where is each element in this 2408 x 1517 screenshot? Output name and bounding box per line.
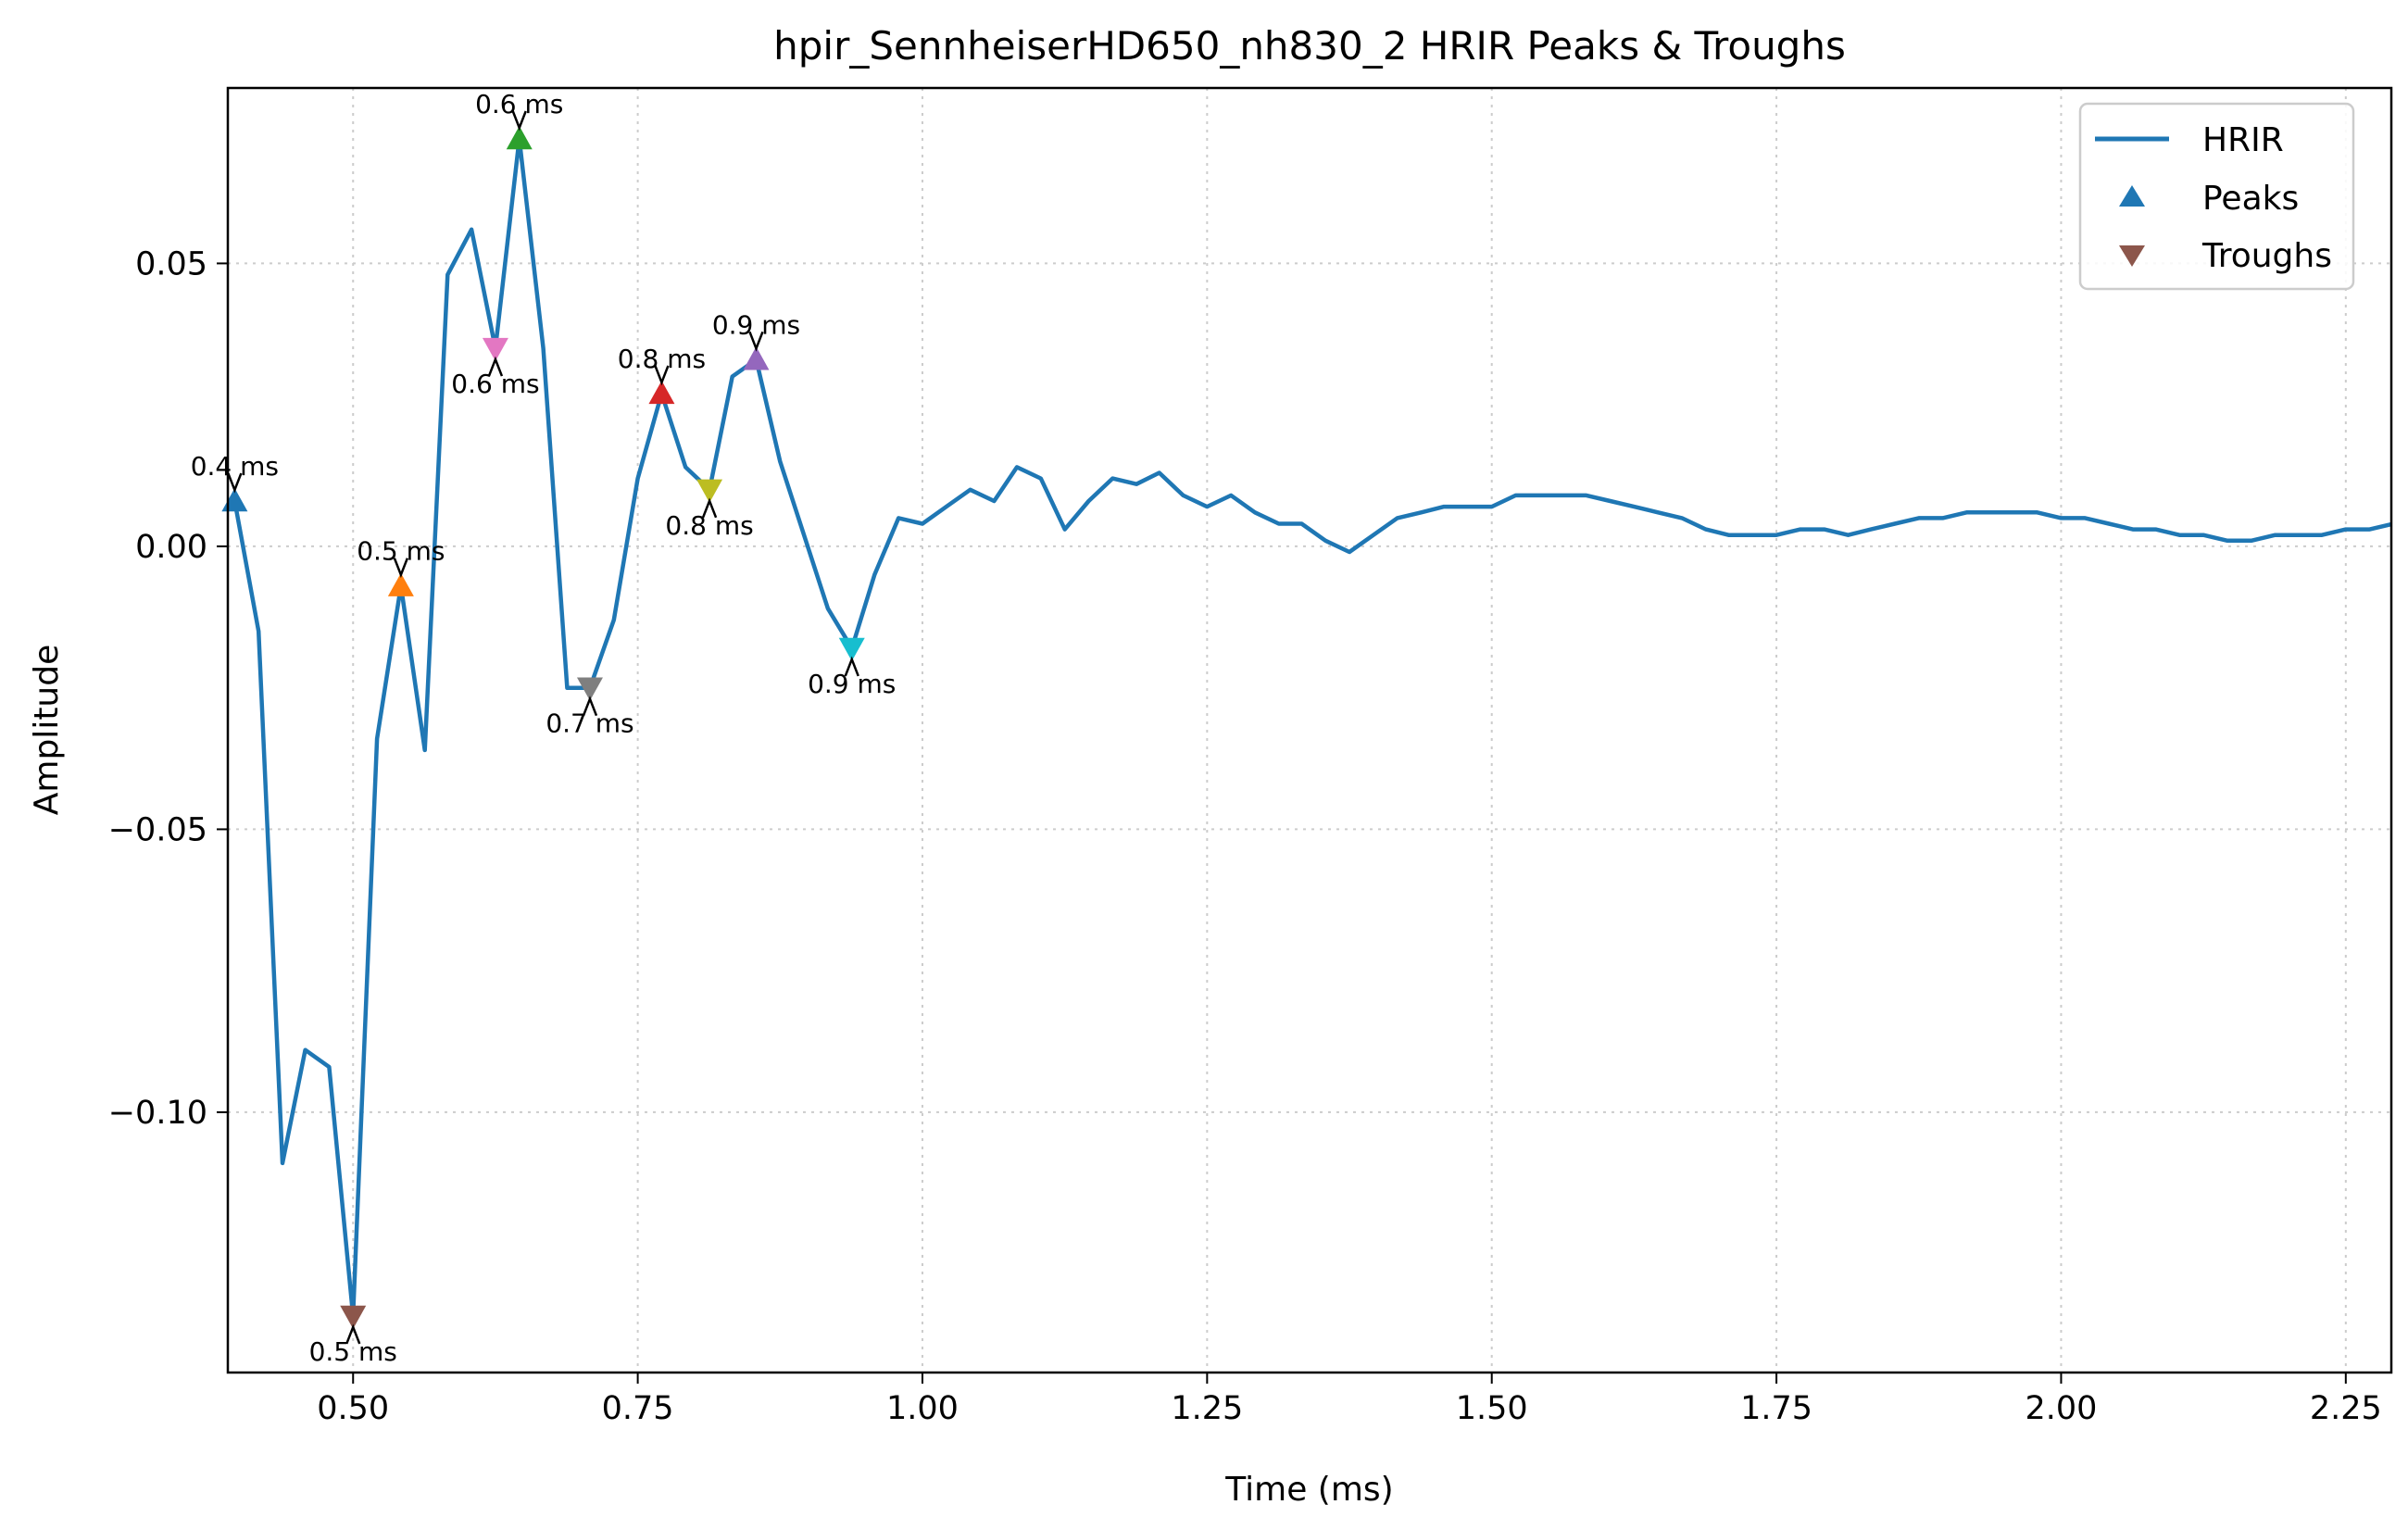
chart-title: hpir_SennheiserHD650_nh830_2 HRIR Peaks … xyxy=(773,23,1846,69)
legend-label-troughs: Troughs xyxy=(2201,237,2332,275)
peak-marker xyxy=(387,572,414,596)
peak-annotation-label: 0.8 ms xyxy=(618,344,706,374)
peak-annotation-label: 0.4 ms xyxy=(191,451,279,482)
y-tick-label: −0.05 xyxy=(108,811,207,848)
trough-annotation-arrow xyxy=(345,1323,361,1345)
peak-annotation-arrow xyxy=(511,110,527,132)
grid-lines xyxy=(228,88,2391,1373)
peak-annotation-arrow xyxy=(227,472,243,494)
x-tick-label: 2.25 xyxy=(2310,1390,2382,1427)
peak-annotation-label: 0.9 ms xyxy=(712,309,800,340)
trough-annotation-label: 0.6 ms xyxy=(451,369,539,399)
markers: 0.4 ms0.5 ms0.6 ms0.8 ms0.9 ms0.5 ms0.6 … xyxy=(191,89,897,1367)
peak-marker xyxy=(506,125,533,150)
y-tick-label: −0.10 xyxy=(108,1095,207,1132)
x-tick-label: 1.75 xyxy=(1740,1390,1812,1427)
trough-annotation-arrow xyxy=(487,356,504,377)
legend-label-hrir: HRIR xyxy=(2202,121,2284,159)
peak-annotation-label: 0.6 ms xyxy=(475,89,563,119)
x-tick-label: 1.00 xyxy=(886,1390,959,1427)
trough-annotation-arrow xyxy=(844,656,859,677)
peak-annotation-label: 0.5 ms xyxy=(357,536,445,567)
peak-marker xyxy=(648,380,675,405)
trough-marker xyxy=(696,479,723,503)
plot-frame xyxy=(226,86,2393,1374)
x-tick-label: 0.50 xyxy=(317,1390,389,1427)
y-tick-label: 0.05 xyxy=(135,245,207,282)
trough-marker xyxy=(482,337,508,362)
trough-marker xyxy=(340,1305,367,1329)
trough-annotation-arrow xyxy=(582,696,598,717)
trough-marker xyxy=(576,677,603,701)
x-tick-label: 1.50 xyxy=(1456,1390,1528,1427)
trough-annotation-label: 0.7 ms xyxy=(546,708,633,739)
peak-annotation-arrow xyxy=(393,558,409,579)
axes: 0.50 0.75 1.00 1.25 1.50 1.75 2.00 2.25 0.05 0.00… xyxy=(108,86,2393,1427)
legend-label-peaks: Peaks xyxy=(2202,180,2299,218)
trough-annotation-label: 0.8 ms xyxy=(665,510,753,541)
x-tick-label: 0.75 xyxy=(602,1390,674,1427)
trough-annotation-label: 0.9 ms xyxy=(808,669,896,699)
y-tick-label: 0.00 xyxy=(135,529,207,566)
x-tick-label: 2.00 xyxy=(2025,1390,2097,1427)
peak-annotation-arrow xyxy=(748,331,764,352)
x-axis-title: Time (ms) xyxy=(1224,1471,1393,1509)
y-axis-title: Amplitude xyxy=(28,645,66,815)
peak-annotation-arrow xyxy=(654,365,670,386)
x-tick-label: 1.25 xyxy=(1171,1390,1243,1427)
legend-frame xyxy=(2078,102,2355,291)
trough-annotation-arrow xyxy=(701,497,718,519)
legend-troughs-marker xyxy=(2119,245,2145,267)
peak-marker xyxy=(743,346,770,370)
legend-peaks-marker xyxy=(2119,185,2145,207)
trough-annotation-label: 0.5 ms xyxy=(309,1336,397,1367)
legend: HRIR Peaks Troughs xyxy=(2078,102,2355,291)
plot-area xyxy=(232,136,2391,1319)
hrir-series-line xyxy=(232,136,2391,1319)
trough-marker xyxy=(838,637,865,661)
